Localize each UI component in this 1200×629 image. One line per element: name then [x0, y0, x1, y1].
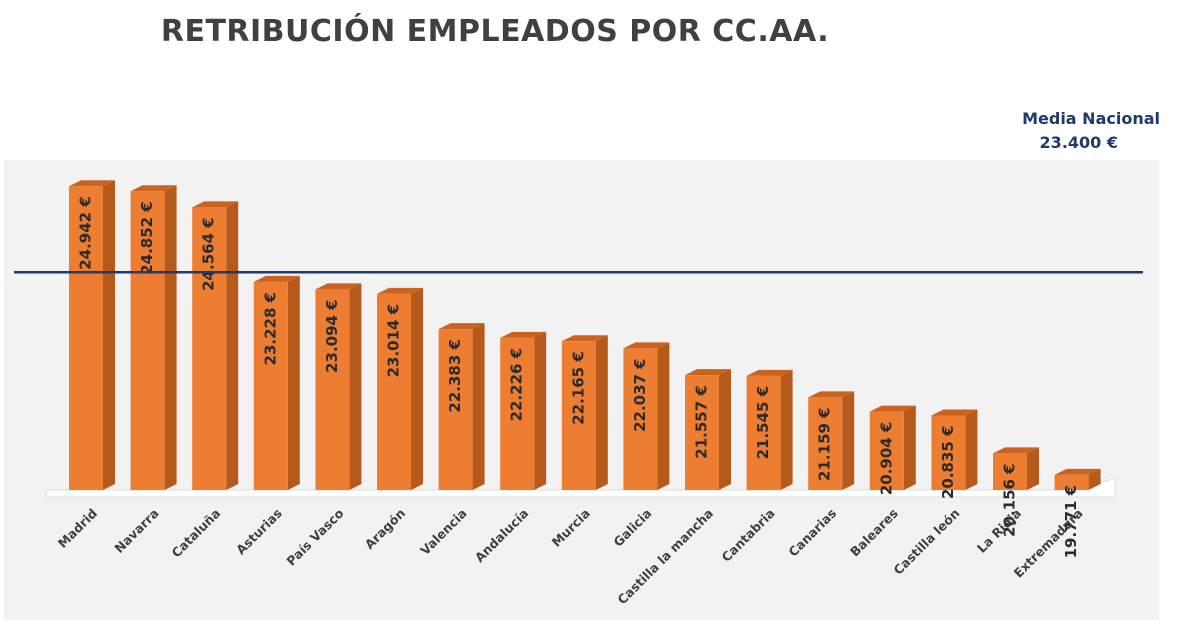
bar-value-label: 24.852 €: [138, 201, 156, 275]
bar: [1054, 468, 1101, 490]
bar: [808, 391, 855, 490]
bar-side: [349, 283, 362, 490]
bar-side: [226, 201, 239, 490]
bar-top: [746, 369, 793, 376]
bar-side: [411, 287, 423, 490]
bar-top: [253, 275, 300, 282]
bar: [993, 447, 1039, 490]
bar-front: [931, 415, 966, 490]
reference-line-label: Media Nacional: [1022, 109, 1160, 128]
bar: [253, 275, 300, 490]
bar-side: [657, 342, 670, 490]
chart-title: RETRIBUCIÓN EMPLEADOS POR CC.AA.: [160, 14, 830, 49]
bar-side: [164, 185, 177, 490]
bar-side: [780, 369, 793, 490]
bar-front: [869, 411, 904, 490]
bar-front: [746, 375, 781, 490]
bar-labels-group: 24.942 € 24.852 € 24.564 € 23.228 € 23.094 €…: [77, 196, 1081, 558]
bar-top: [500, 331, 547, 338]
bar: [685, 369, 731, 490]
bar-top: [993, 447, 1039, 454]
bar-top: [685, 369, 731, 376]
bar-value-label: 21.557 €: [693, 385, 711, 459]
bar-value-label: 22.037 €: [631, 358, 649, 432]
bar-top: [1054, 468, 1101, 475]
bar-top: [315, 283, 362, 290]
bar-front: [685, 375, 719, 490]
bar-front: [561, 341, 596, 490]
bar: [377, 287, 423, 490]
bar-front: [69, 186, 103, 490]
bar-side: [1088, 468, 1101, 490]
bar-front: [438, 329, 473, 490]
bar-side: [903, 405, 916, 490]
bar-value-label: 24.942 €: [77, 196, 95, 270]
bar-side: [534, 331, 547, 490]
chart-floor: [45, 477, 1116, 498]
bar-value-label: 22.226 €: [508, 348, 526, 422]
bar-top: [931, 409, 978, 416]
bar-value-label: 23.228 €: [261, 292, 279, 366]
bar-value-label: 23.094 €: [323, 299, 341, 373]
bar: [315, 283, 362, 490]
bar-side: [595, 335, 608, 490]
bar-front: [500, 337, 535, 490]
bar-value-label: 22.383 €: [446, 339, 464, 413]
bar-side: [472, 323, 485, 490]
bar: [746, 369, 793, 490]
bar-top: [869, 405, 916, 412]
bar-top: [438, 323, 485, 330]
bar: [438, 323, 485, 490]
bars-group: [69, 180, 1101, 490]
bar-top: [377, 287, 423, 294]
bar-top: [808, 391, 855, 398]
bar-value-label: 22.165 €: [569, 351, 587, 425]
bar-front: [377, 293, 411, 490]
bar-front: [623, 348, 658, 490]
bar: [561, 335, 608, 490]
bar-side: [842, 391, 855, 490]
bar-top: [623, 342, 670, 349]
bar-top: [192, 201, 239, 208]
bar-front: [1054, 474, 1089, 490]
bar-front: [993, 453, 1027, 490]
bar-front: [808, 397, 843, 490]
bar-side: [287, 275, 300, 490]
bar: [931, 409, 978, 490]
bar: [69, 180, 115, 490]
bar-value-label: 20.156 €: [1001, 463, 1019, 537]
bar-value-label: 24.564 €: [200, 217, 218, 291]
bar-value-label: 20.835 €: [939, 425, 957, 499]
reference-line-value: 23.400 €: [1040, 133, 1118, 152]
bar: [130, 185, 177, 490]
bar-side: [965, 409, 978, 490]
bar-side: [103, 180, 115, 490]
bar: [869, 405, 916, 490]
bar-value-label: 21.159 €: [816, 407, 834, 481]
bar-value-label: 23.014 €: [385, 304, 403, 378]
bar-value-label: 19.771 €: [1062, 485, 1080, 559]
bar-front: [315, 289, 350, 490]
bar-top: [561, 335, 608, 342]
bar-front: [253, 281, 288, 490]
bar: [192, 201, 239, 490]
bar: [623, 342, 670, 490]
bar: [500, 331, 547, 490]
bar-side: [1027, 447, 1039, 490]
bar-value-label: 20.904 €: [877, 422, 895, 496]
bar-front: [130, 191, 165, 490]
bar-front: [192, 207, 227, 490]
bar-top: [130, 185, 177, 192]
bar-side: [719, 369, 731, 490]
bar-value-label: 21.545 €: [754, 386, 772, 460]
bar-top: [69, 180, 115, 187]
